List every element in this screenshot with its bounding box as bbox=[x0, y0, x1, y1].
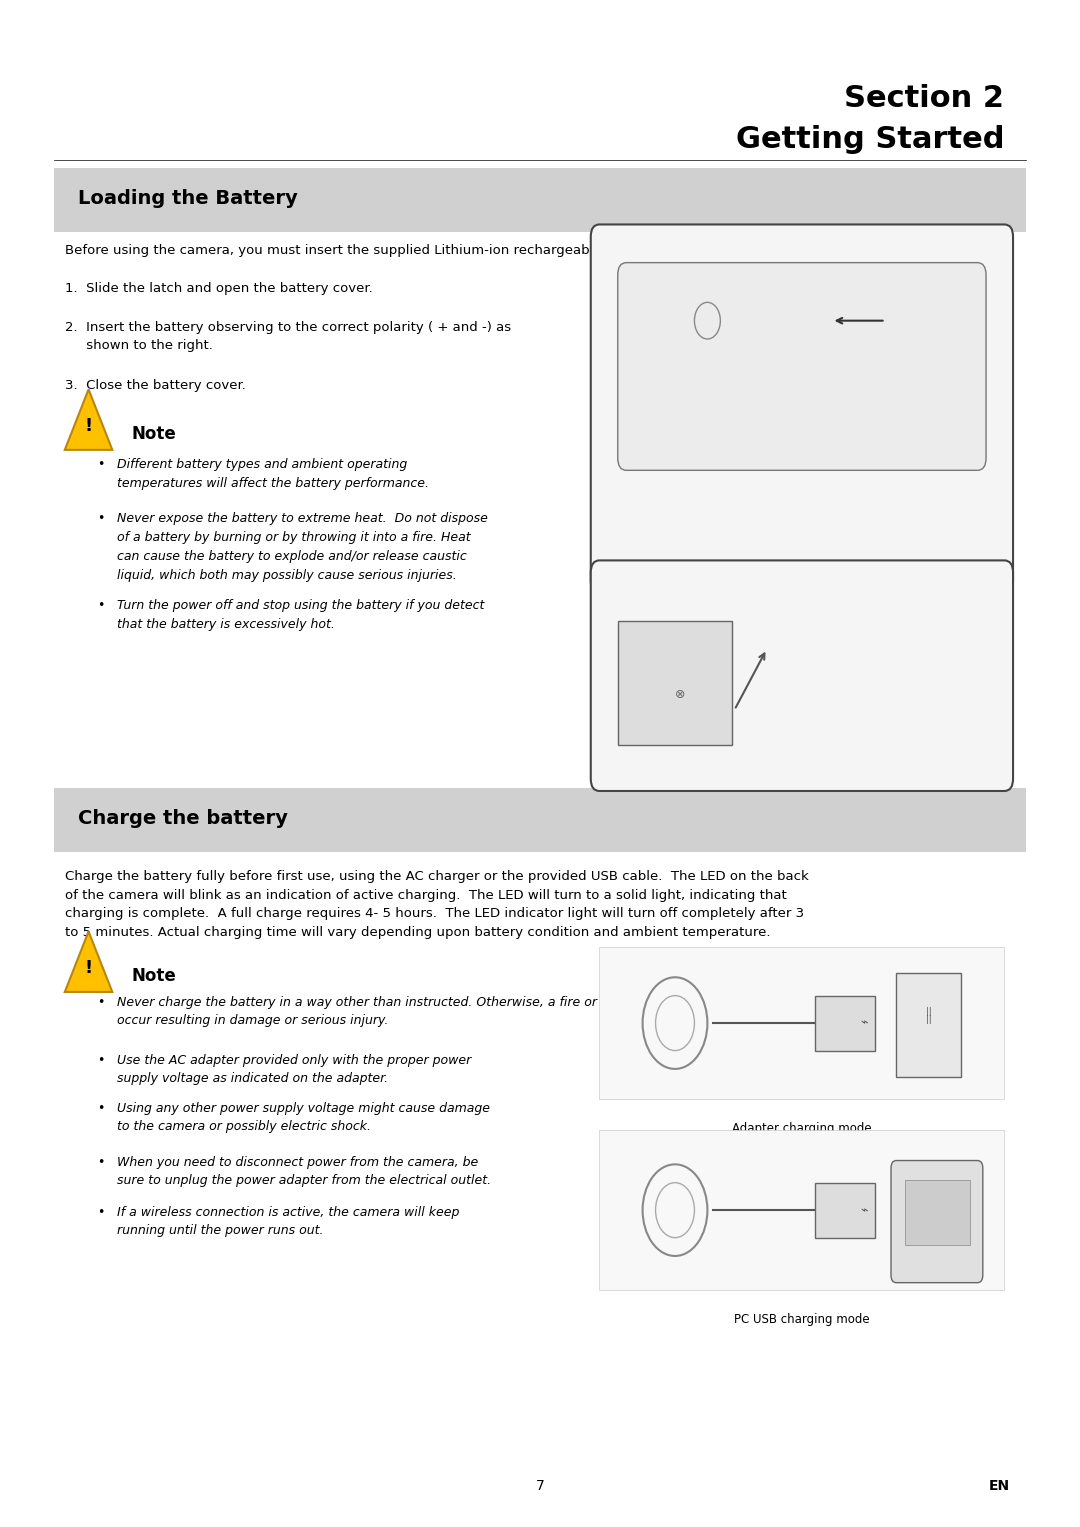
Text: Note: Note bbox=[132, 425, 176, 443]
Text: •: • bbox=[97, 1054, 105, 1067]
Text: PC USB charging mode: PC USB charging mode bbox=[734, 1313, 869, 1327]
Text: Never charge the battery in a way other than instructed. Otherwise, a fire or ba: Never charge the battery in a way other … bbox=[117, 996, 741, 1026]
Text: •: • bbox=[97, 458, 105, 472]
Polygon shape bbox=[65, 931, 112, 993]
FancyBboxPatch shape bbox=[54, 788, 1026, 852]
Text: •: • bbox=[97, 1102, 105, 1116]
Text: Before using the camera, you must insert the supplied Lithium-ion rechargeable b: Before using the camera, you must insert… bbox=[65, 244, 657, 258]
Text: 3.  Close the battery cover.: 3. Close the battery cover. bbox=[65, 379, 245, 392]
FancyBboxPatch shape bbox=[599, 947, 1004, 1099]
Text: Turn the power off and stop using the battery if you detect
that the battery is : Turn the power off and stop using the ba… bbox=[117, 599, 484, 631]
Text: !: ! bbox=[84, 417, 93, 435]
Text: Charge the battery fully before first use, using the AC charger or the provided : Charge the battery fully before first us… bbox=[65, 870, 809, 939]
FancyBboxPatch shape bbox=[618, 621, 732, 745]
Text: Charge the battery: Charge the battery bbox=[78, 809, 287, 828]
Text: Never expose the battery to extreme heat.  Do not dispose
of a battery by burnin: Never expose the battery to extreme heat… bbox=[117, 512, 487, 582]
FancyBboxPatch shape bbox=[618, 263, 986, 470]
Text: •: • bbox=[97, 1206, 105, 1220]
FancyBboxPatch shape bbox=[815, 1182, 875, 1237]
Text: Section 2: Section 2 bbox=[845, 84, 1004, 113]
Text: ⌁: ⌁ bbox=[861, 1203, 867, 1217]
Text: Adapter charging mode: Adapter charging mode bbox=[732, 1122, 872, 1136]
Text: 2.  Insert the battery observing to the correct polarity ( + and -) as
     show: 2. Insert the battery observing to the c… bbox=[65, 321, 511, 351]
Text: •: • bbox=[97, 599, 105, 612]
Text: 1.  Slide the latch and open the battery cover.: 1. Slide the latch and open the battery … bbox=[65, 282, 373, 296]
FancyBboxPatch shape bbox=[591, 224, 1013, 592]
FancyBboxPatch shape bbox=[905, 1180, 970, 1245]
Text: ⌁: ⌁ bbox=[861, 1017, 867, 1029]
Text: Note: Note bbox=[132, 967, 176, 985]
Text: Using any other power supply voltage might cause damage
to the camera or possibl: Using any other power supply voltage mig… bbox=[117, 1102, 489, 1133]
FancyBboxPatch shape bbox=[896, 973, 961, 1077]
Text: •: • bbox=[97, 1156, 105, 1170]
Text: •: • bbox=[97, 512, 105, 525]
Text: •: • bbox=[97, 996, 105, 1009]
Text: Loading the Battery: Loading the Battery bbox=[78, 189, 297, 208]
Polygon shape bbox=[65, 389, 112, 450]
Text: ⊗: ⊗ bbox=[675, 689, 686, 701]
FancyBboxPatch shape bbox=[599, 1130, 1004, 1290]
FancyBboxPatch shape bbox=[54, 168, 1026, 232]
Text: 7: 7 bbox=[536, 1480, 544, 1493]
Text: Use the AC adapter provided only with the proper power
supply voltage as indicat: Use the AC adapter provided only with th… bbox=[117, 1054, 471, 1084]
Text: Getting Started: Getting Started bbox=[735, 125, 1004, 154]
Text: When you need to disconnect power from the camera, be
sure to unplug the power a: When you need to disconnect power from t… bbox=[117, 1156, 490, 1186]
Text: Different battery types and ambient operating
temperatures will affect the batte: Different battery types and ambient oper… bbox=[117, 458, 429, 490]
FancyBboxPatch shape bbox=[591, 560, 1013, 791]
Text: If a wireless connection is active, the camera will keep
running until the power: If a wireless connection is active, the … bbox=[117, 1206, 459, 1237]
FancyBboxPatch shape bbox=[815, 996, 875, 1051]
Text: ||
||: || || bbox=[926, 1006, 932, 1025]
Text: EN: EN bbox=[988, 1480, 1010, 1493]
Text: !: ! bbox=[84, 959, 93, 977]
FancyBboxPatch shape bbox=[891, 1161, 983, 1283]
